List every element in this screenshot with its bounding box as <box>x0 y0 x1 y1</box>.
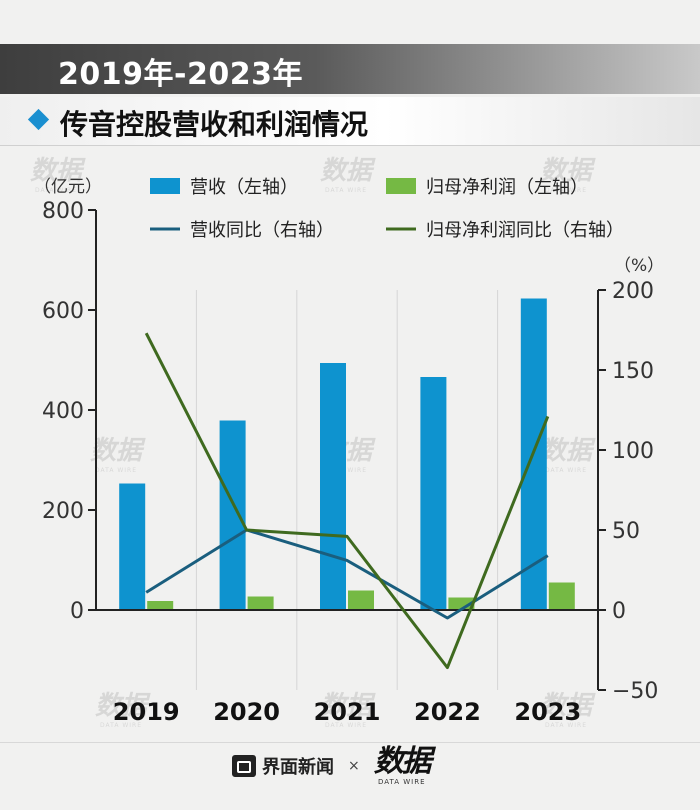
title-banner <box>0 44 700 94</box>
left-axis-unit: （亿元） <box>34 177 102 197</box>
left-tick-label: 0 <box>70 599 84 624</box>
legend-swatch <box>150 178 180 194</box>
bar-net-profit <box>348 590 374 610</box>
legend-swatch <box>386 178 416 194</box>
datawire-logo: 数据 DATA WIRE <box>373 743 432 786</box>
bar-net-profit <box>548 582 575 610</box>
right-tick-label: 0 <box>612 599 626 624</box>
x-tick-label: 2019 <box>113 698 180 726</box>
legend-label: 营收（左轴） <box>190 177 298 198</box>
bar-revenue <box>420 377 447 610</box>
right-tick-label: 100 <box>612 439 654 464</box>
right-tick-label: 50 <box>612 519 640 544</box>
right-axis-unit: （%） <box>614 256 664 276</box>
datawire-logo-sub: DATA WIRE <box>377 777 426 786</box>
x-tick-label: 2023 <box>514 698 581 726</box>
x-tick-label: 2022 <box>414 698 481 726</box>
datawire-logo-mark: 数据 <box>373 743 432 779</box>
page-title: 2019年-2023年 <box>58 57 303 92</box>
subtitle-banner <box>0 97 700 146</box>
x-tick-label: 2021 <box>314 698 381 726</box>
right-tick-label: −50 <box>612 679 658 704</box>
legend-label: 营收同比（右轴） <box>190 220 334 241</box>
bar-revenue <box>219 420 246 610</box>
source-brand: 界面新闻 <box>262 757 334 778</box>
bar-net-profit <box>147 601 174 610</box>
right-tick-label: 150 <box>612 359 654 384</box>
bar-revenue <box>320 363 346 610</box>
x-tick-label: 2020 <box>213 698 280 726</box>
legend-label: 归母净利润同比（右轴） <box>426 220 624 241</box>
legend-label: 归母净利润（左轴） <box>426 177 588 198</box>
left-tick-label: 400 <box>42 399 84 424</box>
left-tick-label: 600 <box>42 299 84 324</box>
left-tick-label: 200 <box>42 499 84 524</box>
bar-net-profit <box>247 596 274 610</box>
page-subtitle: 传音控股营收和利润情况 <box>60 108 369 141</box>
footer-divider <box>0 742 700 743</box>
line-net-profit-yoy <box>144 332 550 670</box>
line-revenue-yoy <box>145 528 549 620</box>
left-tick-label: 800 <box>42 199 84 224</box>
right-tick-label: 200 <box>612 279 654 304</box>
separator: × <box>348 758 360 774</box>
bar-revenue <box>119 483 146 610</box>
footer: 界面新闻 × 数据 DATA WIRE <box>232 743 432 786</box>
jiemian-logo-icon <box>232 755 256 777</box>
